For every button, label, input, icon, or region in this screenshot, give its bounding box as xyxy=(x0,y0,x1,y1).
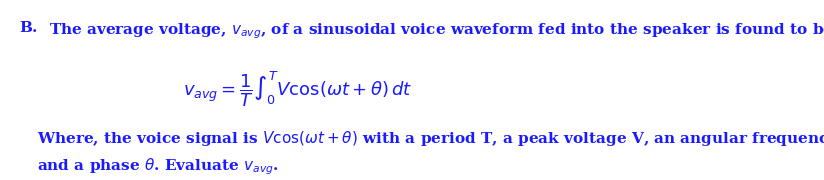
Text: B.: B. xyxy=(19,21,38,35)
Text: The average voltage, $v_{avg}$, of a sinusoidal voice waveform fed into the spea: The average voltage, $v_{avg}$, of a sin… xyxy=(49,21,824,41)
Text: $v_{avg} = \dfrac{1}{T}\int_0^T V\cos(\omega t + \theta)\,dt$: $v_{avg} = \dfrac{1}{T}\int_0^T V\cos(\o… xyxy=(183,70,412,109)
Text: and a phase $\theta$. Evaluate $v_{avg}$.: and a phase $\theta$. Evaluate $v_{avg}$… xyxy=(37,157,279,177)
Text: Where, the voice signal is $V\cos(\omega t + \theta)$ with a period T, a peak vo: Where, the voice signal is $V\cos(\omega… xyxy=(37,129,824,148)
